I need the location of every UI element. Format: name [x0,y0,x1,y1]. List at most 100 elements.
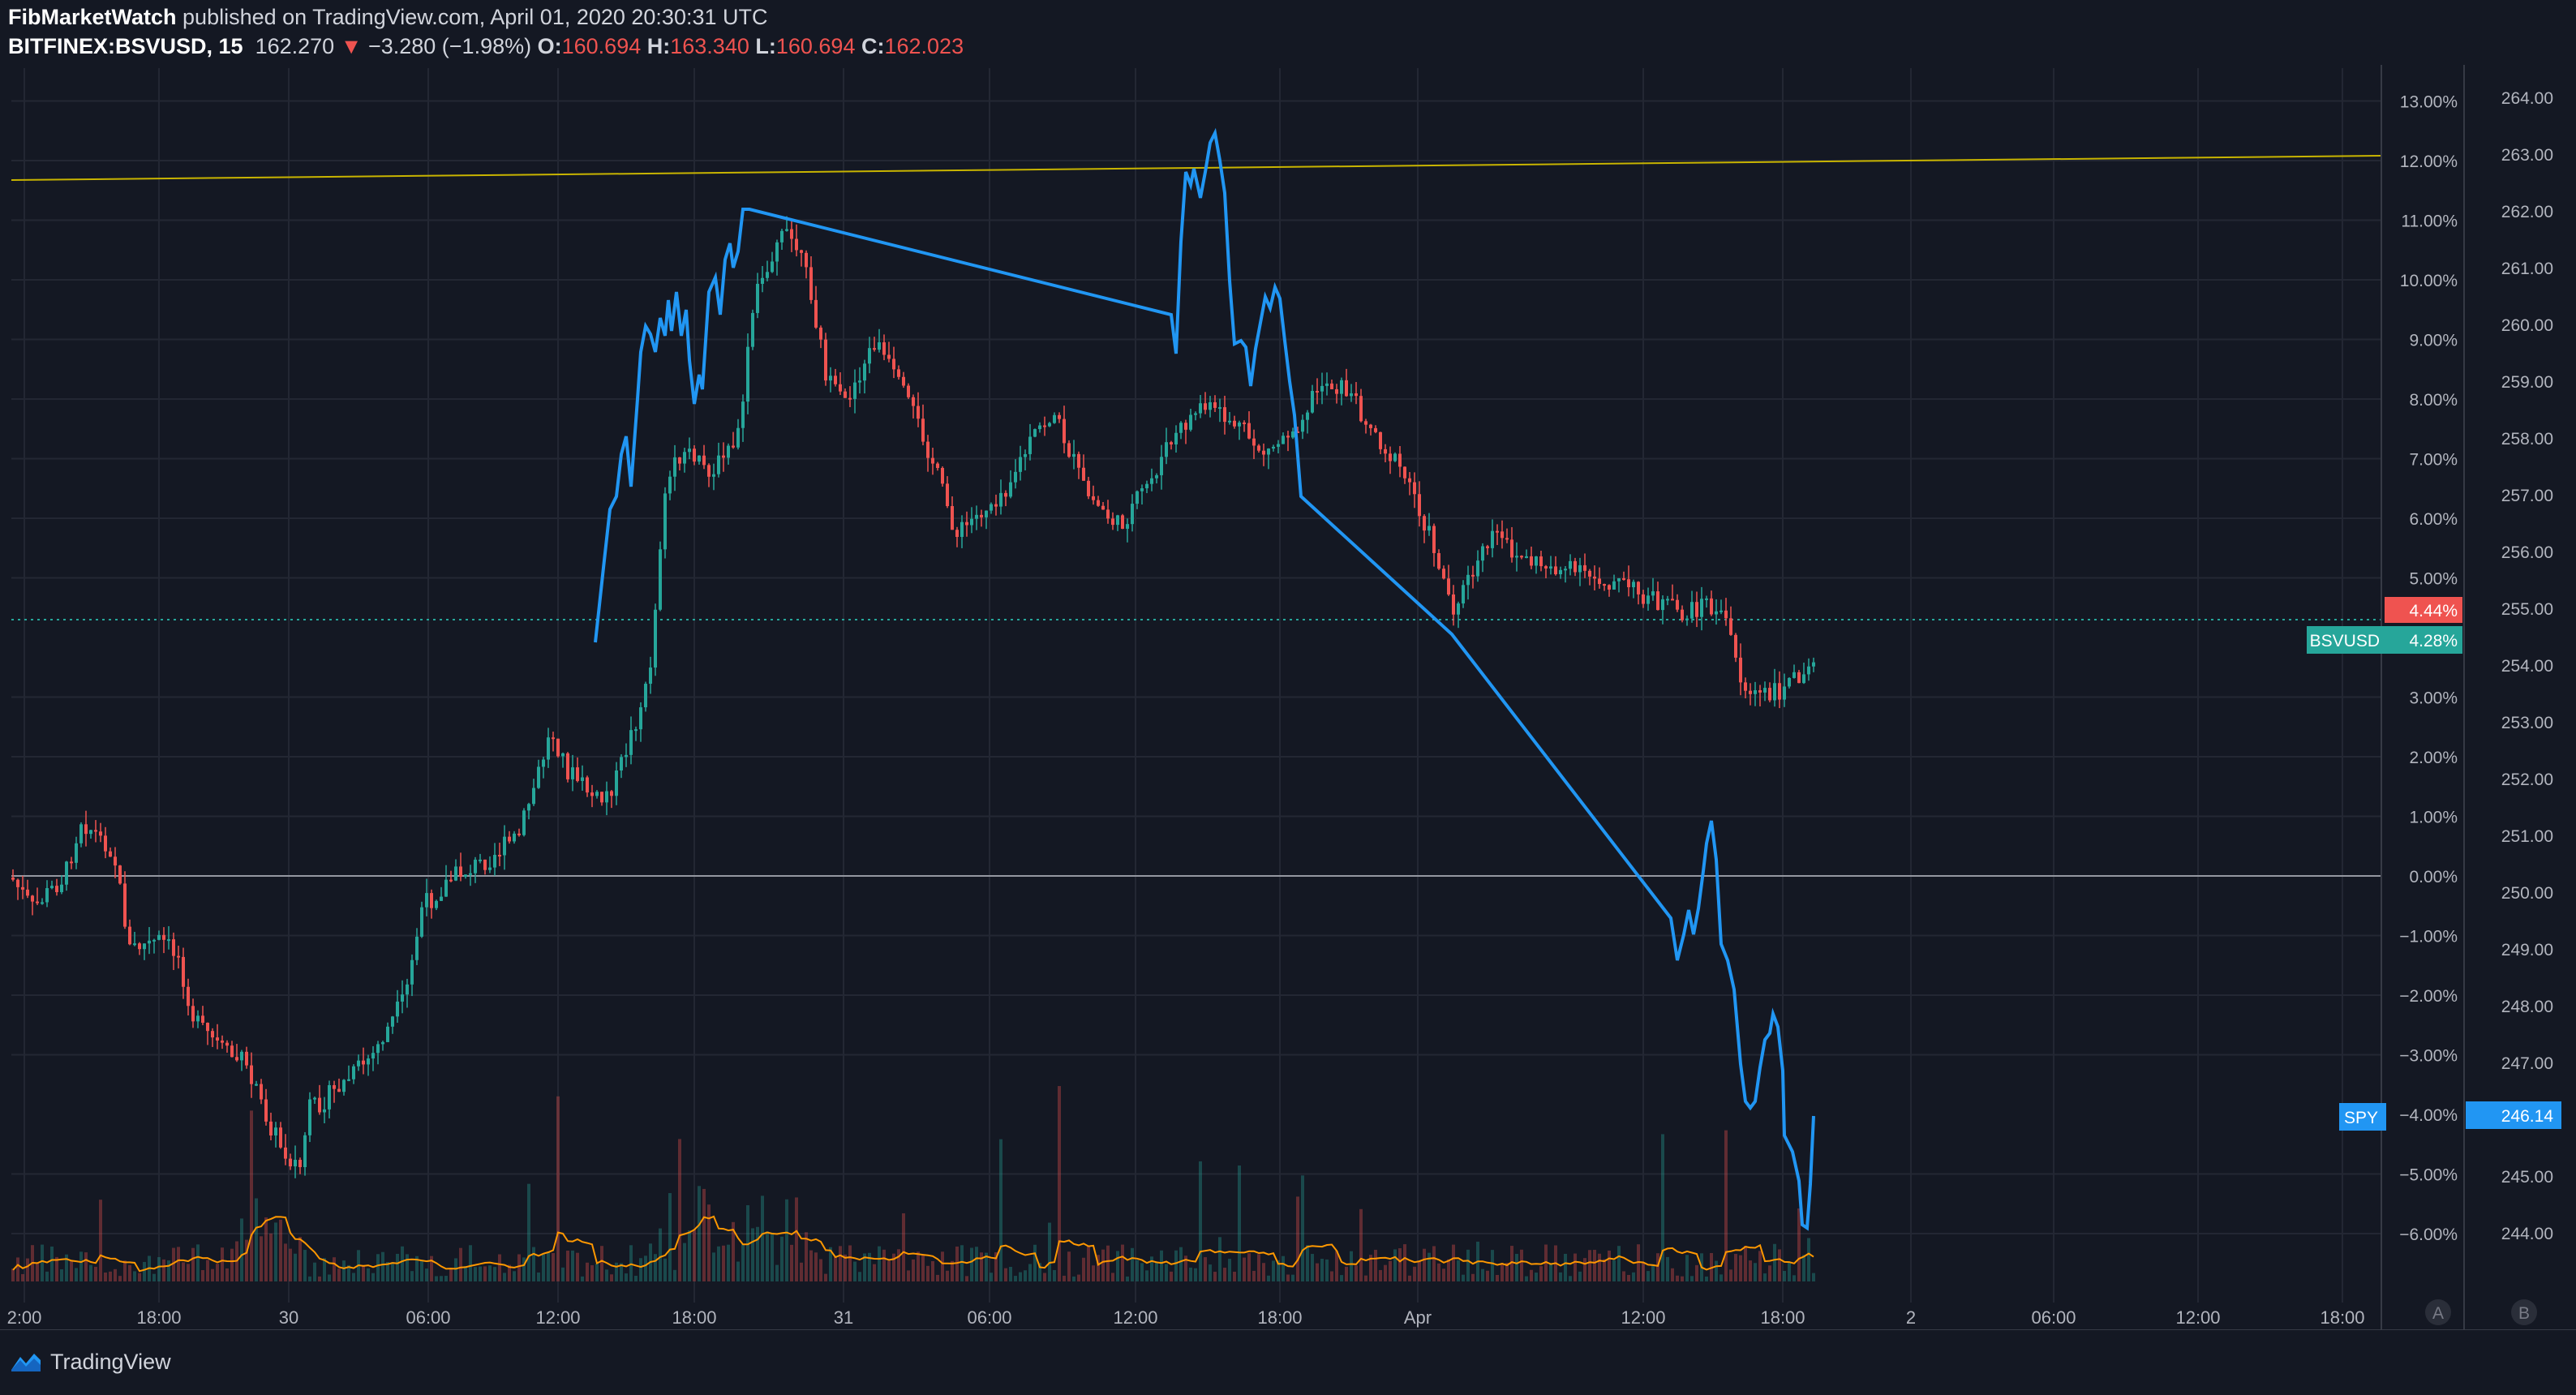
candle-body [1749,690,1752,694]
volume-bar [1243,1257,1246,1281]
volume-bar [1092,1265,1095,1281]
candle-body [430,893,433,908]
volume-bar [1355,1265,1358,1281]
volume-bar [688,1230,691,1281]
volume-bar [946,1270,949,1281]
pct-tick-label: 10.00% [2400,272,2458,290]
volume-bar [16,1257,19,1281]
candle-body [853,382,857,399]
chart-grid [11,68,2381,1303]
scale-a-button[interactable]: A [2425,1299,2451,1325]
volume-bar [1549,1264,1552,1281]
candle-body [75,843,78,863]
volume-bar [464,1265,467,1281]
volume-bar [858,1272,861,1281]
candle-body [1544,566,1548,569]
volume-bar [1651,1264,1655,1281]
volume-bar [581,1276,584,1281]
price-chart[interactable]: 13.00% 12.00% 11.00% 10.00% 9.00% 8.00% 7.00% 6… [0,65,2576,1330]
candle-body [1199,403,1202,414]
candle-body [907,385,910,397]
volume-bar [1408,1275,1411,1281]
volume-bar [94,1266,97,1281]
volume-bar [1359,1208,1363,1281]
volume-bar [1690,1276,1694,1281]
volume-bar [590,1264,594,1281]
volume-bar [970,1247,973,1281]
candle-body [1423,516,1426,531]
volume-bar [975,1247,978,1281]
candle-body [1476,560,1479,577]
time-tick-label: 2 [1906,1307,1916,1328]
candle-body [1209,402,1212,410]
volume-bar [1174,1250,1178,1281]
volume-bar [454,1258,457,1281]
symbol-name[interactable]: BITFINEX:BSVUSD, 15 [8,34,243,58]
candle-body [352,1066,355,1080]
candle-body [498,855,501,857]
candle-body [1087,480,1090,496]
volume-bar [435,1276,438,1281]
candle-body [829,376,832,381]
candle-body [479,859,482,861]
candle-body [381,1041,384,1045]
candle-body [1286,436,1290,438]
candle-body [1622,577,1625,580]
candle-body [717,455,720,474]
candle-body [133,943,136,946]
trend-line[interactable] [11,155,2382,181]
candle-body [211,1031,214,1038]
candle-body [1111,518,1114,526]
candle-body [187,986,190,1007]
volume-bar [712,1252,715,1281]
volume-bar [430,1256,433,1281]
author-name[interactable]: FibMarketWatch [8,5,177,29]
candle-body [746,346,749,402]
candle-body [863,363,866,381]
volume-bar [45,1271,49,1281]
volume-bar [1423,1248,1426,1281]
price-tick-label: 262.00 [2501,203,2553,221]
volume-bar [75,1268,78,1281]
pct-tick-label: 6.00% [2409,510,2458,529]
volume-bar [1364,1275,1367,1281]
candle-body [104,835,107,852]
time-tick-label: 18:00 [2320,1307,2364,1328]
candle-body [1452,594,1455,615]
candle-body [936,463,939,468]
candle-body [1024,453,1027,457]
volume-bar [308,1276,311,1281]
pct-tick-label: 3.00% [2409,689,2458,708]
spy-comparison-line[interactable] [594,127,1815,1231]
red-price-tag-text: 4.44% [2409,602,2458,620]
candle-body [1569,560,1572,569]
volume-bar [1603,1259,1606,1281]
volume-bar [172,1247,175,1281]
candle-body [1539,556,1543,567]
pct-tick-label: −3.00% [2399,1047,2458,1066]
candle-body [371,1053,375,1059]
candle-body [488,867,492,870]
volume-bar [1505,1263,1509,1281]
candle-body [250,1065,253,1084]
price-tick-label: 251.00 [2501,827,2553,846]
volume-bar [1661,1134,1664,1281]
volume-bar [542,1253,545,1281]
volume-bar [1447,1259,1450,1281]
tradingview-logo[interactable]: TradingView [10,1350,171,1375]
candle-body [1174,432,1178,444]
volume-bar [1131,1247,1134,1281]
scale-b-button[interactable]: B [2511,1299,2537,1325]
candle-body [683,452,686,464]
volume-bar [1452,1244,1455,1281]
volume-bar [488,1265,492,1281]
volume-bar [1734,1253,1737,1281]
candle-body [1228,420,1231,423]
volume-bar [702,1188,706,1281]
candle-body [1559,569,1562,575]
volume-bar [1403,1244,1406,1281]
candle-body [542,759,545,767]
candle-body [615,770,618,796]
candle-body [527,804,530,811]
candle-body [561,753,565,757]
